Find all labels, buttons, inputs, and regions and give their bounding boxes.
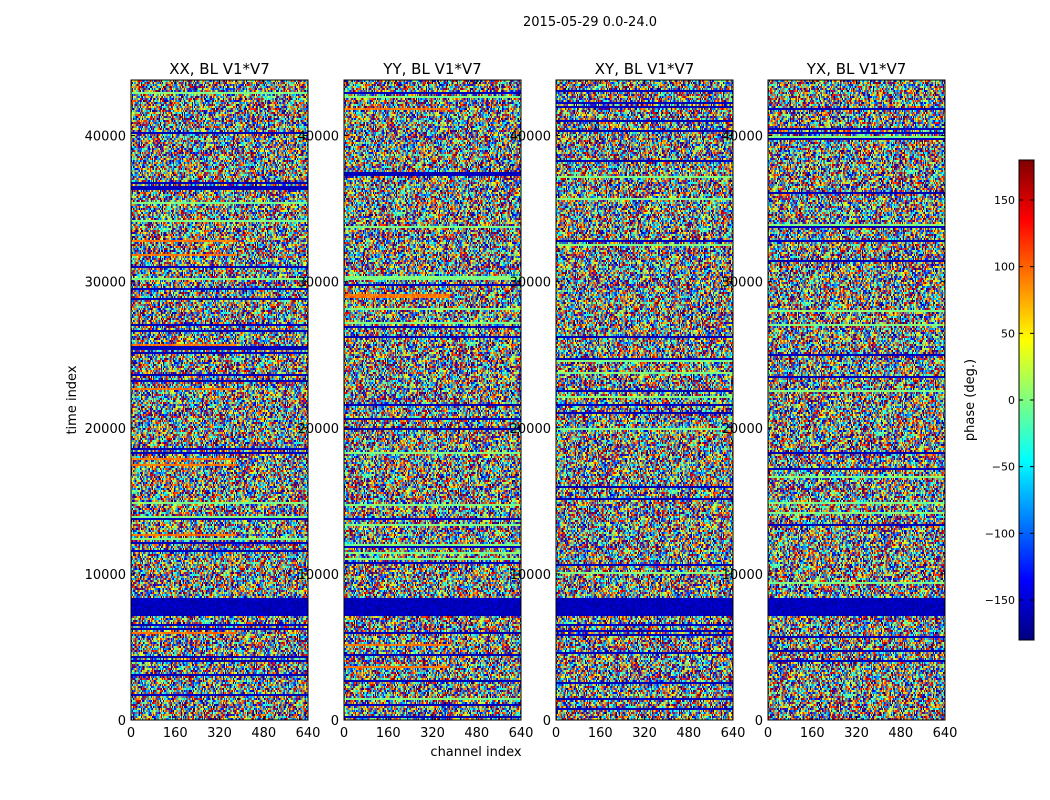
- panel-3: XY, BL V1*V7 0 160 320 480 640 0 10000 20000 3000…: [510, 60, 746, 741]
- y-tick-label: 0: [755, 714, 763, 729]
- y-tick-label: 40000: [722, 130, 763, 145]
- y-tick-label: 20000: [722, 422, 763, 437]
- y-tick-label: 40000: [298, 130, 339, 145]
- colorbar-tick-label: −100: [985, 527, 1015, 540]
- y-tick-label: 10000: [510, 568, 551, 583]
- heatmap-image: [556, 80, 733, 720]
- y-tick-label: 10000: [298, 568, 339, 583]
- colorbar-label: phase (deg.): [963, 359, 978, 441]
- x-tick-label: 160: [588, 726, 613, 741]
- y-tick-label: 10000: [722, 568, 763, 583]
- figure-title: 2015-05-29 0.0-24.0: [523, 15, 657, 30]
- y-tick-label: 40000: [510, 130, 551, 145]
- panel-title: XX, BL V1*V7: [169, 60, 270, 78]
- y-tick-label: 10000: [85, 568, 126, 583]
- colorbar: −150 −100 −50 0 50 100 150: [985, 159, 1035, 641]
- x-tick-label: 320: [207, 726, 232, 741]
- y-tick-label: 30000: [85, 276, 126, 291]
- y-axis-label: time index: [65, 365, 80, 434]
- x-tick-label: 480: [888, 726, 913, 741]
- x-tick-label: 160: [163, 726, 188, 741]
- colorbar-tick-label: −150: [985, 594, 1015, 607]
- y-tick-label: 30000: [510, 276, 551, 291]
- colorbar-gradient: [1019, 160, 1034, 640]
- panel-2: YY, BL V1*V7 0 160 320 480 640 0 10000 20000 3000…: [298, 60, 534, 741]
- x-tick-label: 0: [340, 726, 348, 741]
- x-tick-label: 640: [933, 726, 958, 741]
- x-tick-label: 0: [127, 726, 135, 741]
- colorbar-tick-label: 100: [994, 261, 1015, 274]
- x-tick-label: 640: [721, 726, 746, 741]
- y-tick-label: 0: [543, 714, 551, 729]
- y-tick-label: 20000: [510, 422, 551, 437]
- y-tick-label: 0: [118, 714, 126, 729]
- x-tick-label: 640: [296, 726, 321, 741]
- panel-title: XY, BL V1*V7: [595, 60, 695, 78]
- x-tick-label: 320: [632, 726, 657, 741]
- x-tick-label: 480: [464, 726, 489, 741]
- x-tick-label: 160: [376, 726, 401, 741]
- y-tick-label: 20000: [298, 422, 339, 437]
- panels: XX, BL V1*V7 0 160 320 480 640 0 10000 20000 3000…: [85, 60, 958, 741]
- heatmap-image: [768, 80, 945, 720]
- x-tick-label: 160: [800, 726, 825, 741]
- x-tick-label: 320: [420, 726, 445, 741]
- x-tick-label: 0: [764, 726, 772, 741]
- heatmap-image: [131, 80, 308, 720]
- y-tick-label: 30000: [722, 276, 763, 291]
- heatmap-image: [344, 80, 521, 720]
- panel-title: YY, BL V1*V7: [382, 60, 481, 78]
- colorbar-tick-label: 50: [1001, 327, 1015, 340]
- x-tick-label: 480: [251, 726, 276, 741]
- x-tick-label: 320: [844, 726, 869, 741]
- y-tick-label: 20000: [85, 422, 126, 437]
- x-tick-label: 480: [676, 726, 701, 741]
- x-tick-label: 640: [509, 726, 534, 741]
- y-tick-label: 40000: [85, 130, 126, 145]
- y-tick-label: 0: [331, 714, 339, 729]
- colorbar-tick-label: 150: [994, 194, 1015, 207]
- panel-title: YX, BL V1*V7: [806, 60, 907, 78]
- colorbar-tick-label: 0: [1008, 394, 1015, 407]
- y-tick-label: 30000: [298, 276, 339, 291]
- x-axis-label: channel index: [430, 745, 521, 760]
- x-tick-label: 0: [552, 726, 560, 741]
- panel-4: YX, BL V1*V7 0 160 320 480 640 0 10000 20000 3000…: [722, 60, 958, 741]
- colorbar-tick-label: −50: [992, 461, 1015, 474]
- panel-1: XX, BL V1*V7 0 160 320 480 640 0 10000 20000 3000…: [85, 60, 321, 741]
